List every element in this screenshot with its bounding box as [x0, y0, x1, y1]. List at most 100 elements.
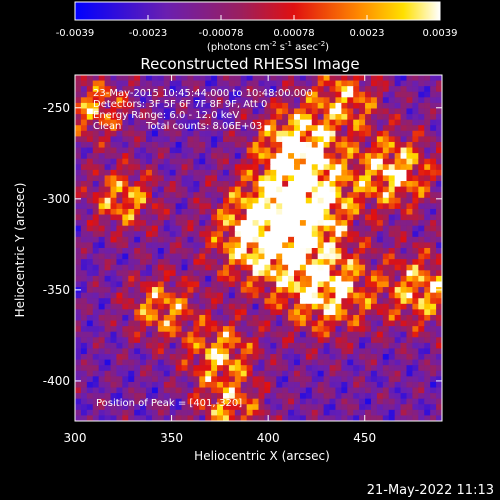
heatmap-cell [234, 281, 242, 288]
heatmap-cell [175, 303, 183, 310]
heatmap-cell [75, 259, 82, 266]
heatmap-cell [365, 253, 372, 260]
heatmap-cell [116, 141, 123, 149]
heatmap-cell [110, 359, 118, 366]
heatmap-cell [311, 292, 319, 299]
heatmap-cell [430, 292, 437, 299]
heatmap-cell [86, 97, 94, 104]
heatmap-cell [80, 114, 88, 121]
heatmap-cell [317, 381, 325, 389]
heatmap-cell [252, 225, 260, 232]
heatmap-cell [240, 214, 248, 221]
heatmap-cell [436, 393, 442, 400]
heatmap-cell [305, 153, 313, 160]
heatmap-cell [317, 130, 325, 137]
heatmap-cell [418, 354, 425, 361]
heatmap-cell [217, 175, 224, 182]
heatmap-cell [217, 337, 224, 344]
heatmap-cell [228, 287, 236, 294]
heatmap-cell [234, 320, 242, 327]
heatmap-cell [388, 248, 396, 255]
heatmap-cell [347, 158, 354, 165]
heatmap-cell [75, 91, 82, 98]
heatmap-cell [104, 130, 112, 137]
heatmap-cell [436, 259, 442, 266]
heatmap-cell [323, 114, 331, 121]
heatmap-cell [436, 264, 442, 271]
heatmap-cell [394, 86, 402, 93]
heatmap-cell [80, 415, 88, 421]
heatmap-cell [234, 220, 242, 227]
heatmap-cell [187, 387, 194, 394]
heatmap-cell [116, 387, 123, 394]
heatmap-cell [163, 264, 171, 271]
heatmap-cell [329, 387, 337, 394]
heatmap-cell [288, 147, 295, 154]
heatmap-cell [157, 108, 165, 115]
heatmap-cell [75, 119, 82, 126]
heatmap-cell [128, 320, 135, 327]
heatmap-cell [341, 80, 348, 87]
heatmap-cell [234, 203, 242, 210]
heatmap-cell [388, 186, 396, 193]
heatmap-cell [436, 141, 442, 149]
heatmap-cell [140, 415, 147, 421]
heatmap-cell [388, 225, 396, 232]
heatmap-cell [104, 97, 112, 104]
heatmap-cell [400, 192, 408, 199]
heatmap-cell [122, 370, 129, 377]
heatmap-cell [157, 387, 165, 394]
heatmap-cell [175, 354, 183, 361]
heatmap-cell [211, 91, 218, 98]
heatmap-cell [317, 108, 325, 115]
heatmap-cell [163, 398, 171, 405]
heatmap-cell [353, 75, 360, 82]
heatmap-cell [258, 102, 266, 110]
heatmap-cell [382, 314, 390, 322]
heatmap-cell [169, 342, 177, 350]
heatmap-cell [110, 130, 118, 137]
heatmap-cell [157, 337, 165, 344]
heatmap-cell [436, 75, 442, 82]
heatmap-cell [400, 130, 408, 137]
heatmap-cell [240, 281, 248, 288]
heatmap-cell [122, 264, 129, 271]
heatmap-cell [294, 292, 301, 299]
heatmap-cell [193, 393, 200, 400]
heatmap-cell [151, 119, 159, 126]
heatmap-cell [240, 314, 248, 322]
heatmap-cell [418, 303, 425, 310]
heatmap-cell [116, 242, 123, 249]
heatmap-cell [365, 326, 372, 333]
heatmap-cell [436, 398, 442, 405]
heatmap-cell [140, 158, 147, 165]
heatmap-cell [305, 270, 313, 277]
heatmap-cell [86, 203, 94, 210]
heatmap-cell [406, 387, 413, 394]
heatmap-cell [294, 342, 301, 350]
heatmap-cell [240, 220, 248, 227]
heatmap-cell [199, 97, 206, 104]
heatmap-cell [140, 86, 147, 93]
heatmap-cell [341, 331, 348, 338]
heatmap-cell [169, 270, 177, 277]
heatmap-cell [157, 248, 165, 255]
heatmap-cell [270, 125, 277, 132]
heatmap-cell [80, 91, 88, 98]
heatmap-cell [388, 75, 396, 82]
y-tick-label: -300 [43, 192, 70, 206]
heatmap-cell [193, 337, 200, 344]
heatmap-cell [329, 370, 337, 377]
heatmap-cell [282, 242, 289, 249]
heatmap-cell [222, 415, 230, 421]
heatmap-cell [187, 287, 194, 294]
chart-title: Reconstructed RHESSI Image [140, 55, 359, 73]
heatmap-cell [157, 320, 165, 327]
heatmap-cell [169, 197, 177, 204]
heatmap-cell [240, 342, 248, 350]
heatmap-cell [430, 376, 437, 383]
heatmap-cell [116, 287, 123, 294]
heatmap-cell [140, 348, 147, 355]
heatmap-cell [110, 303, 118, 310]
heatmap-cell [311, 326, 319, 333]
